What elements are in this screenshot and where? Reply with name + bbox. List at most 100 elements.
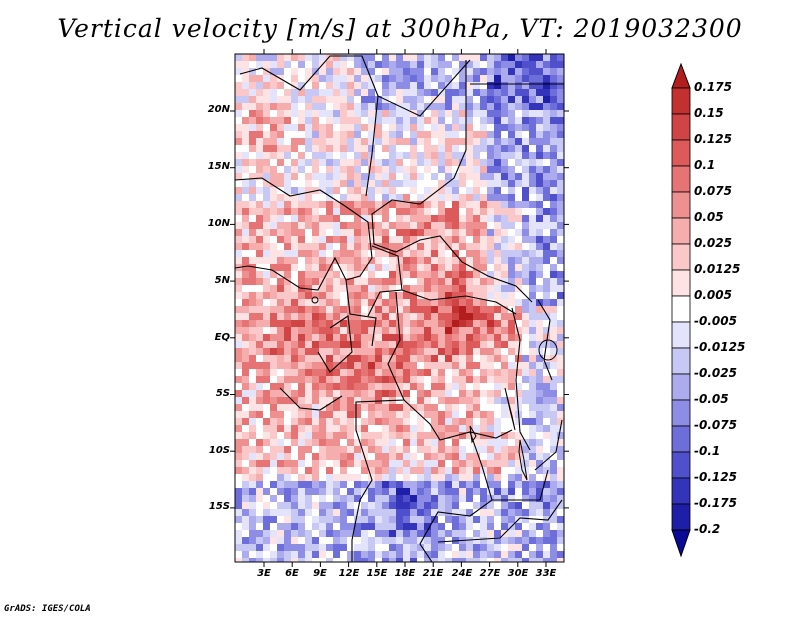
field-cell — [403, 537, 411, 545]
field-cell — [256, 82, 264, 90]
field-cell — [312, 467, 320, 475]
field-cell — [340, 488, 348, 496]
field-cell — [361, 257, 369, 265]
field-cell — [431, 453, 439, 461]
lat-label: 5N — [214, 275, 230, 286]
field-cell — [319, 390, 327, 398]
field-cell — [515, 82, 523, 90]
field-cell — [284, 313, 292, 321]
field-cell — [445, 110, 453, 118]
field-cell — [291, 411, 299, 419]
field-cell — [256, 306, 264, 314]
field-cell — [536, 152, 544, 160]
field-cell — [375, 425, 383, 433]
field-cell — [473, 327, 481, 335]
field-cell — [235, 495, 243, 503]
field-cell — [536, 334, 544, 342]
field-cell — [277, 502, 285, 510]
field-cell — [389, 334, 397, 342]
field-cell — [529, 460, 537, 468]
field-cell — [368, 327, 376, 335]
field-cell — [340, 523, 348, 531]
field-cell — [256, 250, 264, 258]
field-cell — [543, 425, 551, 433]
field-cell — [445, 166, 453, 174]
field-cell — [543, 453, 551, 461]
field-cell — [312, 411, 320, 419]
field-cell — [508, 341, 516, 349]
field-cell — [550, 166, 558, 174]
field-cell — [438, 390, 446, 398]
field-cell — [382, 75, 390, 83]
field-cell — [459, 173, 467, 181]
field-cell — [487, 271, 495, 279]
field-cell — [452, 201, 460, 209]
field-cell — [256, 159, 264, 167]
lat-label: 5S — [215, 388, 230, 399]
field-cell — [312, 558, 320, 562]
field-cell — [263, 537, 271, 545]
field-cell — [536, 439, 544, 447]
field-cell — [333, 124, 341, 132]
field-cell — [487, 334, 495, 342]
field-cell — [417, 208, 425, 216]
field-cell — [480, 257, 488, 265]
field-cell — [242, 446, 250, 454]
field-cell — [403, 313, 411, 321]
field-cell — [298, 110, 306, 118]
field-cell — [270, 544, 278, 552]
colorbar — [671, 62, 691, 558]
field-cell — [396, 516, 404, 524]
field-cell — [305, 362, 313, 370]
field-cell — [263, 460, 271, 468]
field-cell — [242, 166, 250, 174]
field-cell — [375, 334, 383, 342]
field-cell — [242, 341, 250, 349]
field-cell — [263, 180, 271, 188]
field-cell — [305, 544, 313, 552]
field-cell — [270, 96, 278, 104]
field-cell — [431, 54, 439, 62]
field-cell — [543, 54, 551, 62]
field-cell — [543, 110, 551, 118]
field-cell — [522, 82, 530, 90]
field-cell — [536, 236, 544, 244]
field-cell — [508, 208, 516, 216]
field-cell — [417, 334, 425, 342]
field-cell — [347, 376, 355, 384]
field-cell — [263, 89, 271, 97]
field-cell — [508, 201, 516, 209]
field-cell — [235, 96, 243, 104]
field-cell — [501, 173, 509, 181]
field-cell — [543, 306, 551, 314]
field-cell — [298, 208, 306, 216]
colorbar-cell — [671, 191, 691, 219]
field-cell — [536, 446, 544, 454]
field-cell — [263, 418, 271, 426]
field-cell — [333, 488, 341, 496]
field-cell — [333, 481, 341, 489]
field-cell — [277, 96, 285, 104]
field-cell — [417, 439, 425, 447]
field-cell — [424, 404, 432, 412]
field-cell — [529, 467, 537, 475]
field-cell — [403, 229, 411, 237]
field-cell — [256, 544, 264, 552]
field-cell — [256, 103, 264, 111]
field-cell — [536, 75, 544, 83]
field-cell — [235, 243, 243, 251]
field-cell — [536, 194, 544, 202]
field-cell — [452, 544, 460, 552]
field-cell — [557, 320, 564, 328]
field-cell — [298, 474, 306, 482]
field-cell — [277, 299, 285, 307]
field-cell — [494, 285, 502, 293]
field-cell — [536, 250, 544, 258]
field-cell — [340, 313, 348, 321]
field-cell — [256, 138, 264, 146]
field-cell — [305, 166, 313, 174]
field-cell — [312, 348, 320, 356]
field-cell — [466, 201, 474, 209]
field-cell — [340, 159, 348, 167]
field-cell — [361, 446, 369, 454]
